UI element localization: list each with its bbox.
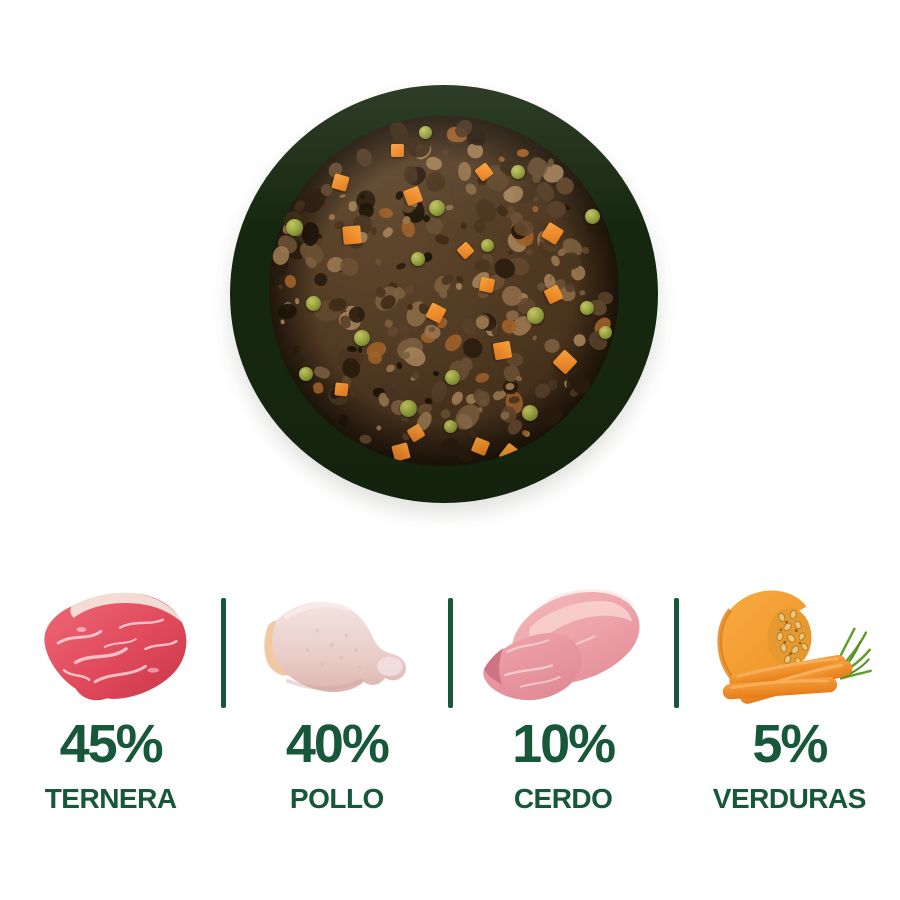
ingredient-verduras: 5% VERDURAS [679, 585, 900, 813]
ingredient-name: POLLO [289, 783, 384, 814]
section-divider [221, 598, 227, 708]
section-divider [673, 598, 679, 708]
pork-icon [478, 585, 648, 707]
ingredient-name: TERNERA [44, 783, 177, 814]
chicken-drumstick-icon [259, 585, 414, 707]
ingredient-ternera: 45% TERNERA [0, 585, 221, 813]
ingredient-percent: 5% [752, 714, 828, 774]
section-divider [447, 598, 453, 708]
ingredient-cerdo: 10% CERDO [453, 585, 674, 813]
food-bowl [230, 85, 658, 503]
ingredient-percent: 10% [512, 714, 616, 774]
ingredient-percent: 40% [285, 714, 390, 774]
ingredient-pollo: 40% POLLO [226, 585, 447, 813]
ingredient-name: CERDO [513, 783, 613, 814]
bowl-food [269, 116, 619, 466]
ingredient-name: VERDURAS [712, 783, 867, 814]
ingredients-breakdown: 45% TERNERA [0, 585, 900, 813]
pumpkin-carrots-icon [704, 585, 874, 707]
beef-icon [31, 585, 191, 707]
ingredient-percent: 45% [59, 714, 164, 774]
